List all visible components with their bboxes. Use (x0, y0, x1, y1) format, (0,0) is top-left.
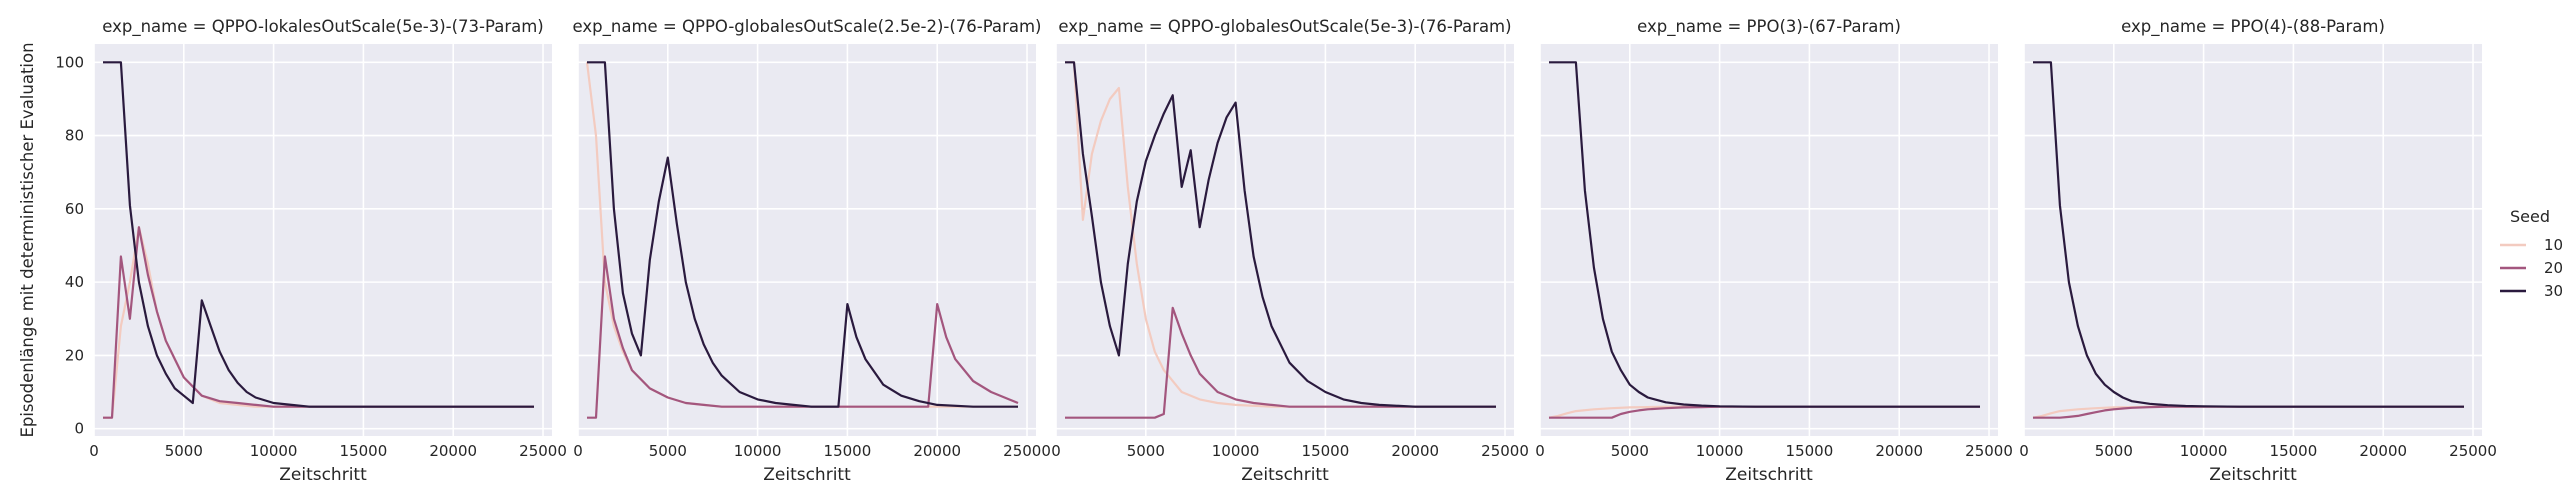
x-tick-label: 15000 (1302, 442, 1350, 460)
y-tick-label: 0 (74, 420, 84, 438)
y-tick-label: 100 (55, 53, 84, 71)
x-tick-label: 25000 (1481, 442, 1529, 460)
plot-background (1056, 44, 1514, 436)
x-tick-label: 15000 (2270, 442, 2318, 460)
facet-title: exp_name = QPPO-lokalesOutScale(5e-3)-(7… (102, 17, 543, 37)
x-tick-label: 10000 (1696, 442, 1744, 460)
facet-title: exp_name = QPPO-globalesOutScale(5e-3)-(… (1058, 17, 1511, 37)
series-line-seed-20 (1065, 306, 1496, 419)
series-line-seed-30 (1065, 61, 1496, 408)
x-tick-label: 20000 (1391, 442, 1439, 460)
x-tick-label: 5000 (2095, 442, 2133, 460)
series-line-seed-30 (103, 61, 534, 408)
facet-title: exp_name = PPO(3)-(67-Param) (1637, 17, 1901, 37)
series-line-seed-30 (1549, 61, 1980, 408)
x-tick-label: 15000 (340, 442, 388, 460)
x-tick-label: 20000 (2359, 442, 2407, 460)
x-axis-label: Zeitschritt (763, 465, 851, 485)
x-tick-label: 20000 (429, 442, 477, 460)
x-tick-label: 5000 (1127, 442, 1165, 460)
plot-background (1540, 44, 1998, 436)
x-tick-label: 20000 (913, 442, 961, 460)
x-axis-label: Zeitschritt (279, 465, 367, 485)
x-axis-label: Zeitschritt (1241, 465, 1329, 485)
facet-title: exp_name = QPPO-globalesOutScale(2.5e-2)… (573, 17, 1042, 37)
y-axis-label: Episodenlänge mit deterministischer Eval… (18, 42, 37, 437)
series-line-seed-30 (2033, 61, 2464, 408)
facet-panel-4: 0 5000 10000 15000 20000 25000 exp_name = PPO(… (1535, 17, 2013, 485)
legend-title: Seed (2510, 207, 2550, 226)
plot-background (94, 44, 552, 436)
legend-label-seed-10: 10 (2544, 236, 2563, 254)
x-tick-label: 0 (1051, 442, 1061, 460)
y-tick-label: 80 (65, 127, 84, 145)
x-tick-label: 5000 (1611, 442, 1649, 460)
x-axis-label: Zeitschritt (2209, 465, 2297, 485)
x-tick-label: 25000 (519, 442, 567, 460)
legend-label-seed-20: 20 (2544, 259, 2563, 277)
facet-panel-2: 0 5000 10000 15000 20000 25000 exp_name = QPPO… (573, 17, 1051, 485)
y-tick-label: 60 (65, 200, 84, 218)
x-tick-label: 15000 (824, 442, 872, 460)
plot-background (578, 44, 1036, 436)
series-line-seed-10 (1065, 61, 1496, 408)
facet-panel-1: 0 5000 10000 15000 20000 25000 0 20 40 60 80 100 exp… (55, 17, 567, 485)
plot-background (2024, 44, 2482, 436)
x-axis-label: Zeitschritt (1725, 465, 1813, 485)
x-tick-label: 10000 (250, 442, 298, 460)
x-tick-label: 25000 (1965, 442, 2013, 460)
x-tick-label: 10000 (2180, 442, 2228, 460)
series-line-seed-20 (587, 255, 1019, 419)
x-tick-label: 5000 (165, 442, 203, 460)
x-tick-label: 10000 (1212, 442, 1260, 460)
x-tick-label: 25000 (1003, 442, 1051, 460)
facet-panel-5: 0 5000 10000 15000 20000 25000 exp_name = PPO(… (2019, 17, 2497, 485)
facet-title: exp_name = PPO(4)-(88-Param) (2121, 17, 2385, 37)
y-tick-label: 40 (65, 273, 84, 291)
x-tick-label: 5000 (649, 442, 687, 460)
facet-panel-3: 0 5000 10000 15000 20000 25000 exp_name = QPPO… (1051, 17, 1529, 485)
x-tick-label: 0 (573, 442, 583, 460)
y-tick-label: 20 (65, 346, 84, 364)
legend: Seed 10 20 30 (2500, 207, 2563, 300)
x-tick-label: 25000 (2449, 442, 2497, 460)
x-tick-label: 0 (1535, 442, 1545, 460)
series-line-seed-30 (587, 61, 1018, 408)
x-tick-label: 0 (2019, 442, 2029, 460)
x-tick-label: 15000 (1786, 442, 1834, 460)
x-tick-label: 0 (89, 442, 99, 460)
x-tick-label: 10000 (734, 442, 782, 460)
legend-label-seed-30: 30 (2544, 282, 2563, 300)
x-tick-label: 20000 (1875, 442, 1923, 460)
